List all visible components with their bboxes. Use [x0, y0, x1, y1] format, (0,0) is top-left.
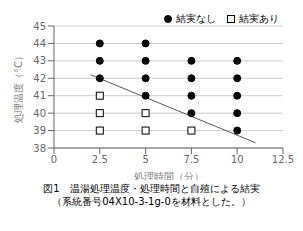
svg-text:40: 40 [33, 108, 46, 119]
svg-text:42: 42 [33, 73, 46, 84]
html-text:（系統番号04X10-3-1g-0を材料とした。）: （系統番号04X10-3-1g-0を材料とした。） [52, 196, 251, 207]
svg-text:44: 44 [33, 38, 46, 49]
html-text:図1 温湯処理温度・処理時間と自殖による結実: 図1 温湯処理温度・処理時間と自殖による結実 [43, 183, 260, 194]
svg-text:41: 41 [33, 90, 46, 101]
svg-text:10: 10 [231, 154, 244, 165]
svg-text:2.5: 2.5 [92, 154, 108, 165]
html-text:結実なし: 結実なし [176, 13, 216, 24]
svg-text:処理温度（°C）: 処理温度（°C） [13, 51, 24, 123]
svg-text:0: 0 [51, 154, 57, 165]
svg-text:39: 39 [33, 125, 46, 136]
svg-text:38: 38 [33, 143, 46, 154]
svg-text:45: 45 [33, 21, 46, 32]
svg-text:処理時間（分）: 処理時間（分） [134, 171, 204, 180]
html-text:結実あり: 結実あり [239, 13, 279, 24]
svg-text:43: 43 [33, 55, 46, 66]
svg-text:5: 5 [142, 154, 148, 165]
svg-text:7.5: 7.5 [183, 154, 199, 165]
svg-text:12.5: 12.5 [272, 154, 294, 165]
